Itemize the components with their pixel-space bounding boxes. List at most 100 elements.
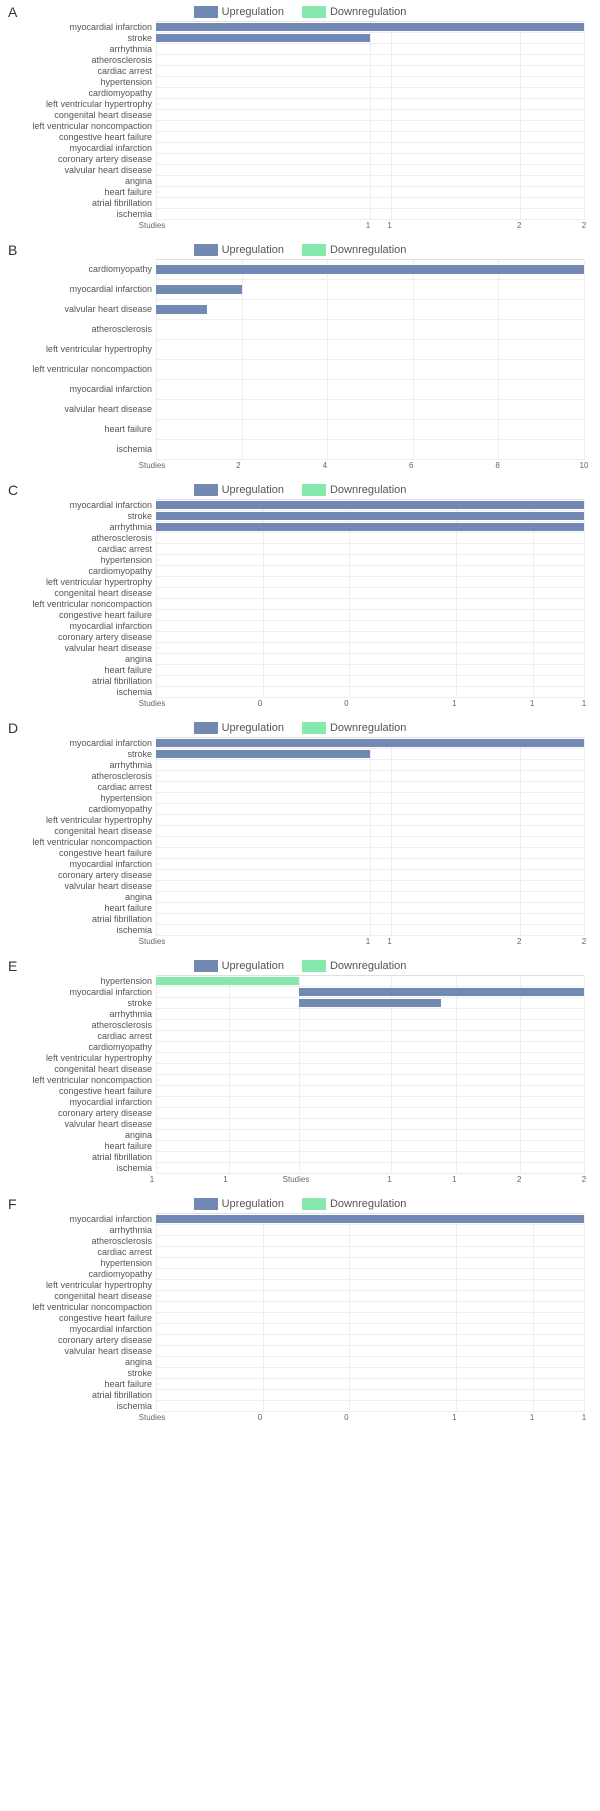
- x-tick: 2: [236, 461, 240, 470]
- bar-up: [156, 523, 584, 531]
- category-label: cardiomyopathy: [8, 803, 156, 814]
- chart-body: myocardial infarctionstrokearrhythmiaath…: [4, 21, 596, 220]
- bar-row: [156, 1324, 584, 1335]
- category-label: arrhythmia: [8, 1224, 156, 1235]
- bar-row: [156, 1247, 584, 1258]
- bar-row: [156, 209, 584, 220]
- x-axis-spacer: [4, 1174, 152, 1188]
- category-label: myocardial infarction: [8, 858, 156, 869]
- bar-row: [156, 610, 584, 621]
- bar-row: [156, 1390, 584, 1401]
- legend-down-swatch: [302, 6, 326, 18]
- legend-up-label: Upregulation: [222, 6, 284, 18]
- bar-up: [156, 750, 370, 758]
- bar-row: [156, 176, 584, 187]
- category-label: angina: [8, 1129, 156, 1140]
- category-label: congestive heart failure: [8, 131, 156, 142]
- bar-row: [156, 55, 584, 66]
- bar-row: [156, 1141, 584, 1152]
- x-tick: 1: [452, 699, 456, 708]
- legend-down-label: Downregulation: [330, 484, 406, 496]
- bar-row: [156, 1357, 584, 1368]
- category-label: congestive heart failure: [8, 847, 156, 858]
- bar-row: [156, 749, 584, 760]
- legend-down-swatch: [302, 722, 326, 734]
- legend-down-label: Downregulation: [330, 1198, 406, 1210]
- bar-row: [156, 132, 584, 143]
- bar-up: [156, 34, 370, 42]
- x-tick: 0: [344, 1413, 348, 1422]
- bar-up: [156, 739, 584, 747]
- legend-up-swatch: [194, 6, 218, 18]
- bar-row: [156, 44, 584, 55]
- x-tick: 0: [258, 699, 262, 708]
- panel-c: CUpregulationDownregulationmyocardial in…: [4, 482, 596, 712]
- x-tick: 6: [409, 461, 413, 470]
- bar-row: [156, 621, 584, 632]
- bar-row: [156, 187, 584, 198]
- x-tick: 2: [582, 1175, 586, 1184]
- x-axis: Studies00111: [4, 698, 596, 712]
- bar-row: [156, 976, 584, 987]
- x-tick: 1: [366, 937, 370, 946]
- x-axis: Studies1122: [4, 936, 596, 950]
- bar-row: [156, 738, 584, 749]
- category-label: congestive heart failure: [8, 1312, 156, 1323]
- x-axis-ticks: Studies1122: [152, 936, 584, 950]
- x-tick: 1: [150, 1175, 154, 1184]
- chart-body: myocardial infarctionstrokearrhythmiaath…: [4, 499, 596, 698]
- legend-down-label: Downregulation: [330, 244, 406, 256]
- category-label: coronary artery disease: [8, 1334, 156, 1345]
- category-label: cardiac arrest: [8, 543, 156, 554]
- legend-down-label: Downregulation: [330, 722, 406, 734]
- x-tick: 2: [517, 221, 521, 230]
- category-label: arrhythmia: [8, 1008, 156, 1019]
- bar-row: [156, 1313, 584, 1324]
- category-label: atherosclerosis: [8, 1019, 156, 1030]
- category-label: hypertension: [8, 975, 156, 986]
- bar-row: [156, 782, 584, 793]
- panel-a: AUpregulationDownregulationmyocardial in…: [4, 4, 596, 234]
- bar-row: [156, 143, 584, 154]
- bar-row: [156, 260, 584, 280]
- category-label: heart failure: [8, 186, 156, 197]
- category-label: angina: [8, 891, 156, 902]
- bar-up: [156, 1215, 584, 1223]
- legend-up: Upregulation: [194, 722, 284, 734]
- category-label: ischemia: [8, 924, 156, 935]
- bar-up: [156, 305, 207, 314]
- category-label: stroke: [8, 748, 156, 759]
- category-label: valvular heart disease: [8, 1345, 156, 1356]
- bar-row: [156, 1401, 584, 1412]
- x-tick: 2: [582, 937, 586, 946]
- x-tick: 1: [387, 937, 391, 946]
- category-label: cardiac arrest: [8, 1030, 156, 1041]
- legend: UpregulationDownregulation: [4, 482, 596, 499]
- bar-row: [156, 121, 584, 132]
- x-axis-spacer: [4, 220, 152, 234]
- bar-row: [156, 588, 584, 599]
- x-axis-spacer: [4, 1412, 152, 1426]
- category-label: myocardial infarction: [8, 986, 156, 997]
- category-label: left ventricular noncompaction: [8, 120, 156, 131]
- bar-row: [156, 66, 584, 77]
- category-label: heart failure: [8, 664, 156, 675]
- x-axis-title: Studies: [139, 461, 166, 470]
- category-label: atrial fibrillation: [8, 913, 156, 924]
- bar-row: [156, 987, 584, 998]
- category-label: coronary artery disease: [8, 869, 156, 880]
- bar-row: [156, 500, 584, 511]
- x-tick: 2: [517, 1175, 521, 1184]
- bar-row: [156, 110, 584, 121]
- bar-row: [156, 577, 584, 588]
- category-label: ischemia: [8, 1400, 156, 1411]
- bar-row: [156, 380, 584, 400]
- category-label: valvular heart disease: [8, 299, 156, 319]
- legend: UpregulationDownregulation: [4, 242, 596, 259]
- bar-row: [156, 555, 584, 566]
- bar-row: [156, 1214, 584, 1225]
- category-label: myocardial infarction: [8, 21, 156, 32]
- category-label: atherosclerosis: [8, 319, 156, 339]
- y-axis-labels: myocardial infarctionstrokearrhythmiaath…: [8, 499, 156, 698]
- bar-row: [156, 859, 584, 870]
